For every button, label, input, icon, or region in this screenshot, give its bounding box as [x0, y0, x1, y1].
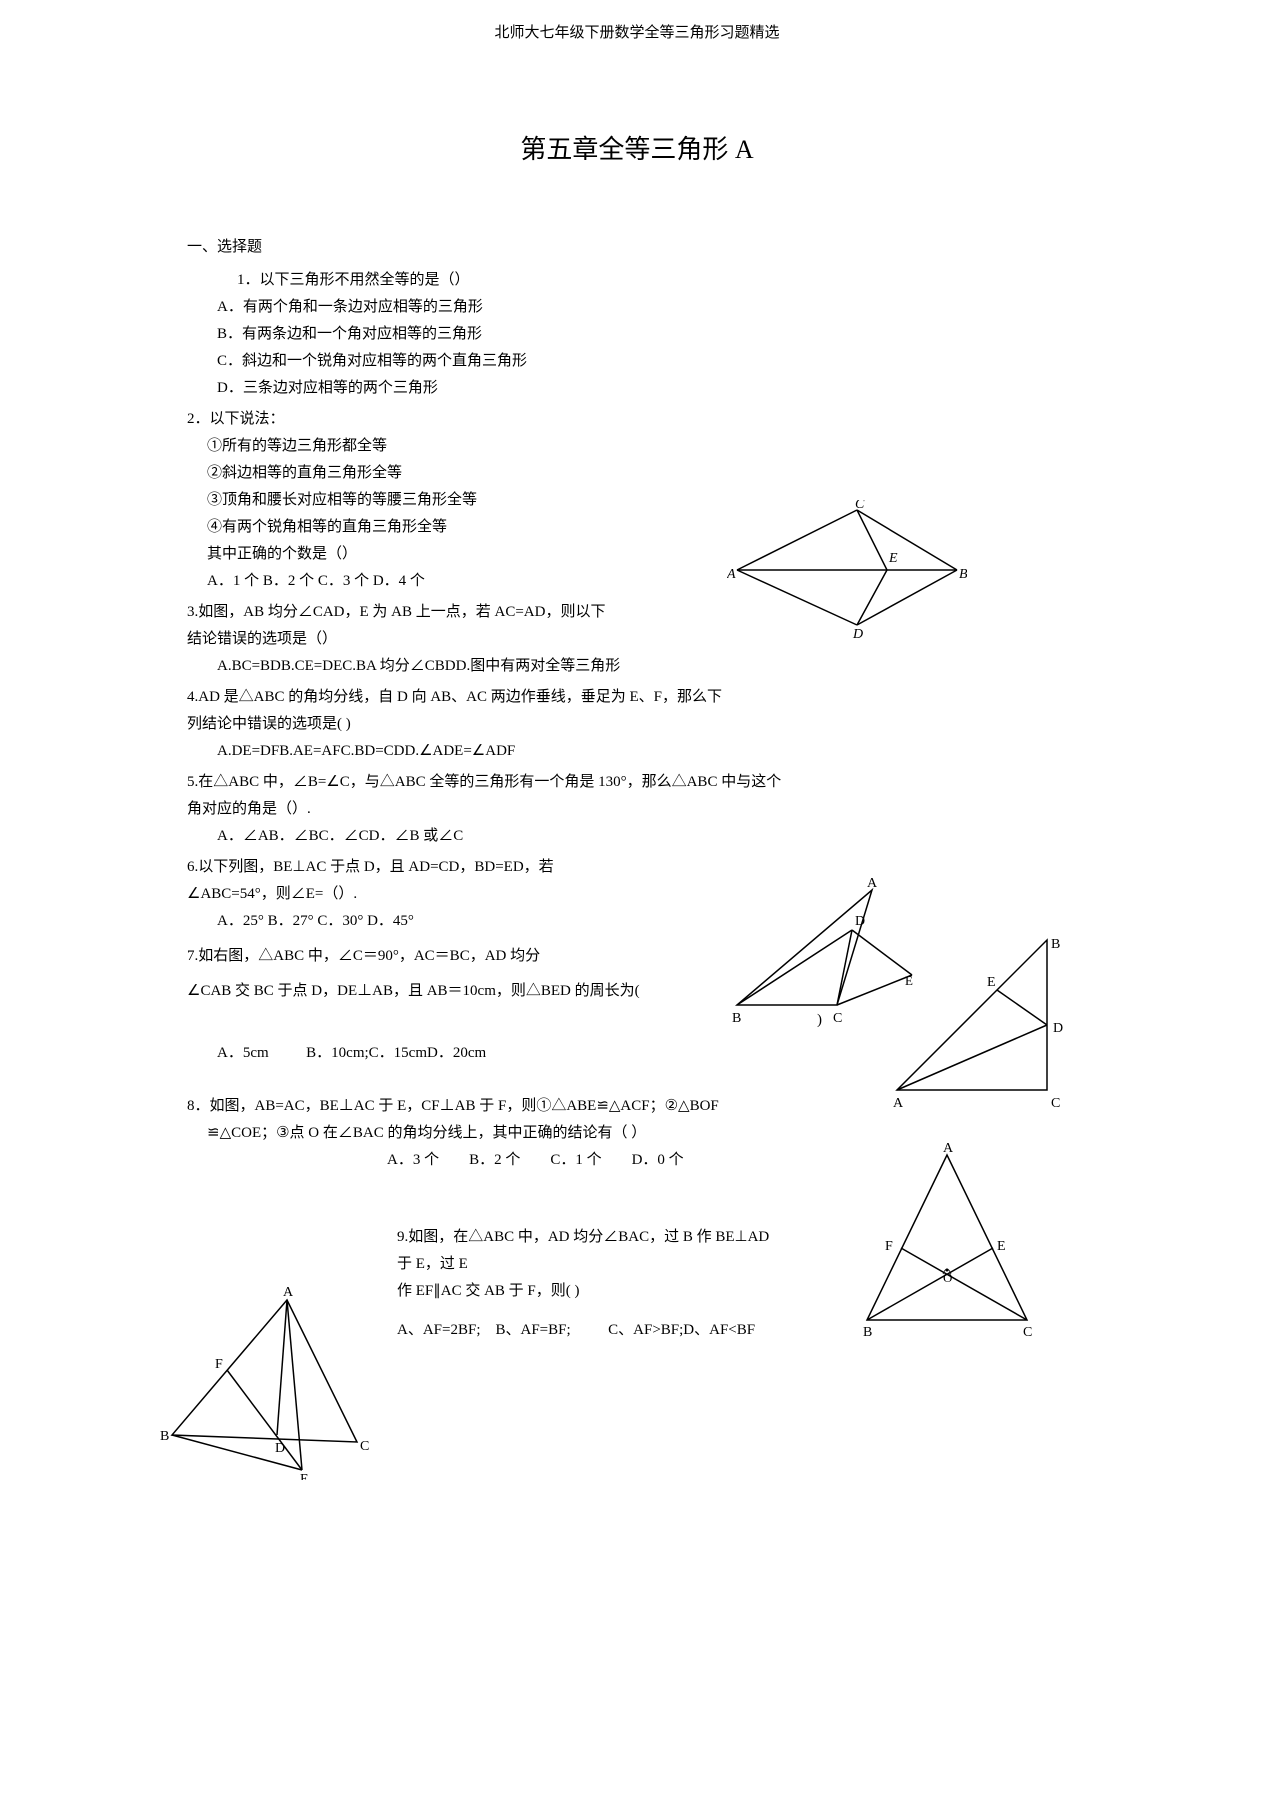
svg-text:B: B — [160, 1429, 169, 1444]
svg-text:O: O — [943, 1270, 952, 1285]
q5-l1: 5.在△ABC 中，∠B=∠C，与△ABC 全等的三角形有一个角是 130°，那… — [187, 769, 1087, 796]
svg-text:B: B — [863, 1325, 872, 1340]
figure-q7: A B C D E — [867, 910, 1067, 1110]
q1-opt-d: D．三条边对应相等的两个三角形 — [187, 375, 1087, 402]
q4-opts: A.DE=DFB.AE=AFC.BD=CDD.∠ADE=∠ADF — [187, 738, 1087, 765]
q2-stem: 2．以下说法： — [187, 406, 1087, 433]
svg-text:D: D — [1053, 1021, 1063, 1036]
svg-text:D: D — [275, 1441, 285, 1456]
svg-text:F: F — [215, 1357, 223, 1372]
svg-text:B: B — [732, 1011, 741, 1026]
svg-text:D: D — [852, 627, 863, 640]
q1-stem: 1．以下三角形不用然全等的是（） — [187, 267, 1087, 294]
svg-text:C: C — [855, 500, 865, 512]
q4-l1: 4.AD 是△ABC 的角均分线，自 D 向 AB、AC 两边作垂线，垂足为 E… — [187, 684, 1087, 711]
q2-c1: ①所有的等边三角形都全等 — [187, 433, 1087, 460]
svg-text:C: C — [833, 1011, 842, 1026]
svg-text:C: C — [1023, 1325, 1032, 1340]
svg-text:A: A — [943, 1141, 954, 1156]
svg-text:B: B — [1051, 937, 1060, 952]
figure-q9: A B C D E F — [157, 1280, 377, 1480]
svg-text:A: A — [867, 876, 878, 891]
figure-q3: A B C D E — [727, 500, 967, 640]
q3-opts: A.BC=BDB.CE=DEC.BA 均分∠CBDD.图中有两对全等三角形 — [187, 653, 1087, 680]
q2-c2: ②斜边相等的直角三角形全等 — [187, 460, 1087, 487]
section-heading: 一、选择题 — [187, 234, 1087, 261]
svg-text:A: A — [283, 1285, 294, 1300]
page-header: 北师大七年级下册数学全等三角形习题精选 — [187, 20, 1087, 47]
q5-opts: A．∠AB．∠BC．∠CD．∠B 或∠C — [187, 823, 1087, 850]
svg-text:A: A — [727, 567, 736, 582]
svg-text:F: F — [885, 1239, 893, 1254]
q6-l2: ∠ABC=54°，则∠E=（）. — [187, 881, 1087, 908]
q6-l1: 6.以下列图，BE⊥AC 于点 D，且 AD=CD，BD=ED，若 — [187, 854, 1087, 881]
svg-text:E: E — [300, 1472, 309, 1480]
q4-l2: 列结论中错误的选项是( ) — [187, 711, 1087, 738]
svg-text:B: B — [959, 567, 967, 582]
q1-opt-c: C．斜边和一个锐角对应相等的两个直角三角形 — [187, 348, 1087, 375]
svg-text:C: C — [1051, 1096, 1060, 1110]
chapter-title: 第五章全等三角形 A — [187, 127, 1087, 174]
q5-l2: 角对应的角是（）. — [187, 796, 1087, 823]
figure-q8: A B C E F O — [847, 1140, 1047, 1340]
svg-text:C: C — [360, 1439, 369, 1454]
svg-text:E: E — [987, 975, 996, 990]
svg-text:A: A — [893, 1096, 904, 1110]
svg-text:E: E — [997, 1239, 1006, 1254]
svg-text:D: D — [855, 914, 865, 929]
svg-text:E: E — [888, 551, 898, 566]
q1-opt-a: A．有两个角和一条边对应相等的三角形 — [187, 294, 1087, 321]
q1-opt-b: B．有两条边和一个角对应相等的三角形 — [187, 321, 1087, 348]
